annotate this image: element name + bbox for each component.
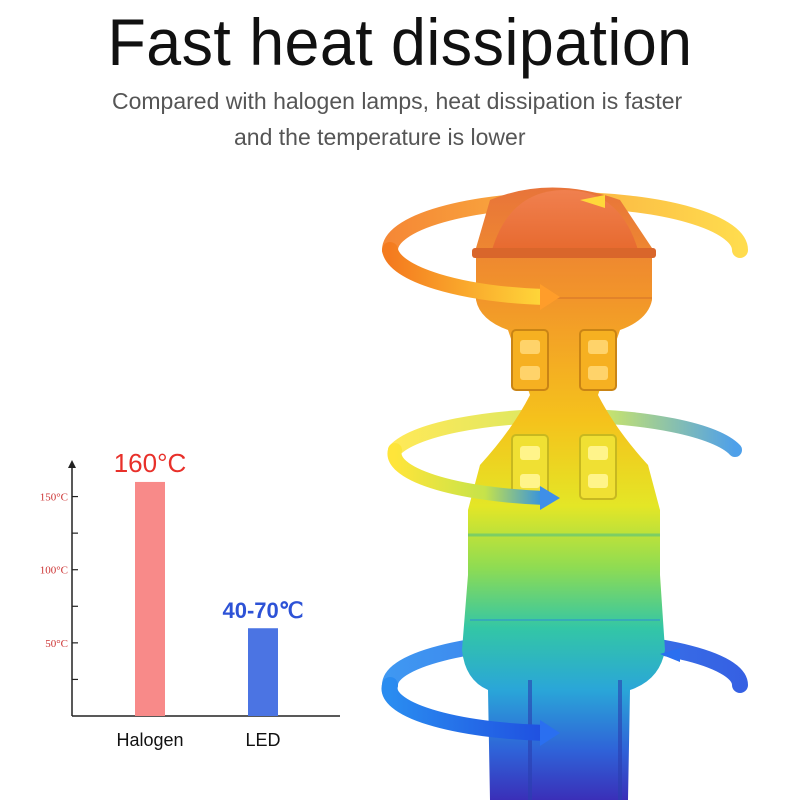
y-axis-arrow — [68, 460, 76, 468]
y-tick-label: 150°C — [40, 492, 68, 504]
x-category-label: LED — [245, 730, 280, 750]
bar-value-label: 160°C — [114, 448, 187, 478]
led-bulb-icon — [381, 187, 748, 800]
bar-led — [248, 628, 278, 716]
page-title: Fast heat dissipation — [107, 5, 693, 79]
x-category-label: Halogen — [116, 730, 183, 750]
subtitle-line-1: Compared with halogen lamps, heat dissip… — [112, 88, 683, 114]
bar-value-label: 40-70℃ — [223, 598, 304, 623]
subtitle-line-2: and the temperature is lower — [234, 124, 526, 150]
temperature-bar-chart: 150°C 100°C 50°C 160°C Halogen 40-70℃ LED — [40, 448, 340, 750]
y-tick-label: 100°C — [40, 565, 68, 577]
bar-halogen — [135, 481, 165, 716]
y-tick-label: 50°C — [45, 638, 68, 650]
